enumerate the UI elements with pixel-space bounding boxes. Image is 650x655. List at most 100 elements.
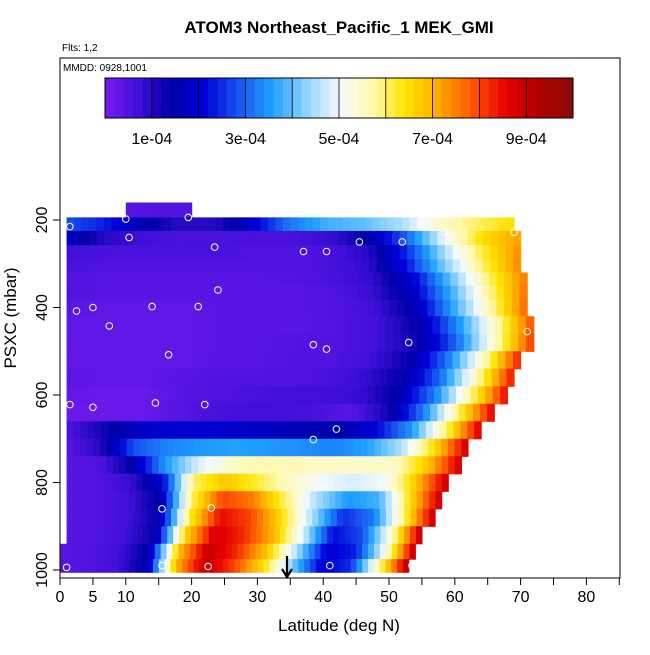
heatmap-cell [253,438,262,457]
heatmap-cell [113,526,121,545]
heatmap-cell [496,272,505,287]
colorbar-block [516,78,527,118]
heatmap-cell [233,351,242,370]
heatmap-cell [152,456,160,475]
heatmap-cell [138,456,147,475]
heatmap-cell [235,272,244,287]
heatmap-cell [233,245,242,260]
heatmap-cell [356,543,363,560]
heatmap-cell [126,368,135,387]
heatmap-cell [214,526,222,545]
heatmap-cell [442,272,452,287]
heatmap-cell [175,202,177,218]
heatmap-cell [473,285,482,301]
heatmap-cell [331,245,340,260]
heatmap-cell [346,351,355,370]
heatmap-cell [219,473,227,492]
heatmap-cell [314,473,322,492]
heatmap-cell [130,473,138,492]
heatmap-cell [149,202,152,218]
heatmap-cell [280,559,288,573]
heatmap-cell [109,508,117,527]
heatmap-cell [511,299,521,317]
heatmap-cell [418,421,427,440]
heatmap-cell [336,508,344,527]
heatmap-cell [193,473,201,492]
heatmap-cell [110,386,119,405]
heatmap-cell [129,491,136,510]
heatmap-cell [430,403,438,422]
heatmap-cell [441,386,450,405]
heatmap-cell [342,368,351,387]
heatmap-cell [225,421,233,440]
heatmap-cell [238,217,247,232]
observation-point [408,442,416,451]
heatmap-cell [368,559,375,573]
heatmap-cell [66,259,75,274]
heatmap-cell [402,217,411,232]
heatmap-cell [344,526,352,545]
heatmap-cell [244,508,252,527]
heatmap-cell [125,526,133,545]
observation-point [214,286,222,294]
heatmap-cell [481,299,490,317]
heatmap-cell [193,368,202,387]
heatmap-cell [151,272,160,287]
heatmap-cell [125,456,133,475]
heatmap-cell [321,526,328,545]
heatmap-cell [191,491,199,510]
heatmap-cell [131,543,138,560]
heatmap-cell [84,526,91,545]
heatmap-cell [260,217,269,232]
heatmap-cell [66,245,75,260]
heatmap-cells [60,202,535,573]
heatmap-cell [297,217,306,232]
colorbar-block [376,78,387,118]
heatmap-cell [104,491,111,510]
heatmap-cell [327,272,336,287]
heatmap-cell [499,368,508,387]
heatmap-cell [476,368,485,387]
heatmap-cell [338,259,348,274]
heatmap-cell [270,473,278,492]
heatmap-cell [159,202,162,218]
heatmap-cell [280,403,289,422]
heatmap-cell [235,299,244,317]
heatmap-cell [154,386,163,405]
heatmap-cell [304,299,313,317]
heatmap-cell [380,526,387,545]
heatmap-cell [412,285,421,301]
heatmap-cell [525,316,535,335]
heatmap-cell [123,473,131,492]
heatmap-cell [183,508,191,527]
heatmap-cell [210,230,219,246]
colorbar-block [161,78,172,118]
colorbar-block [292,78,303,118]
heatmap-cell [206,333,216,352]
heatmap-cell [181,272,191,287]
heatmap-cell [231,456,239,475]
heatmap-cell [161,526,168,545]
heatmap-cell [237,333,247,352]
heatmap-cell [77,559,84,573]
heatmap-cell [176,386,185,405]
heatmap-cell [81,217,90,232]
heatmap-cell [301,230,310,246]
heatmap-cell [463,333,473,352]
heatmap-cell [106,456,114,475]
heatmap-cell [342,299,352,317]
heatmap-cell [230,316,239,335]
heatmap-cell [104,230,113,246]
heatmap-cell [85,508,92,527]
heatmap-cell [451,403,460,422]
heatmap-cell [153,438,161,457]
heatmap-cell [251,403,260,422]
heatmap-cell [210,245,219,260]
heatmap-cell [155,473,163,492]
heatmap-cell [282,217,291,232]
heatmap-cell [232,421,240,440]
heatmap-cell [86,438,94,457]
heatmap-cell [134,351,143,370]
heatmap-cell [202,230,211,246]
heatmap-cell [164,202,166,218]
